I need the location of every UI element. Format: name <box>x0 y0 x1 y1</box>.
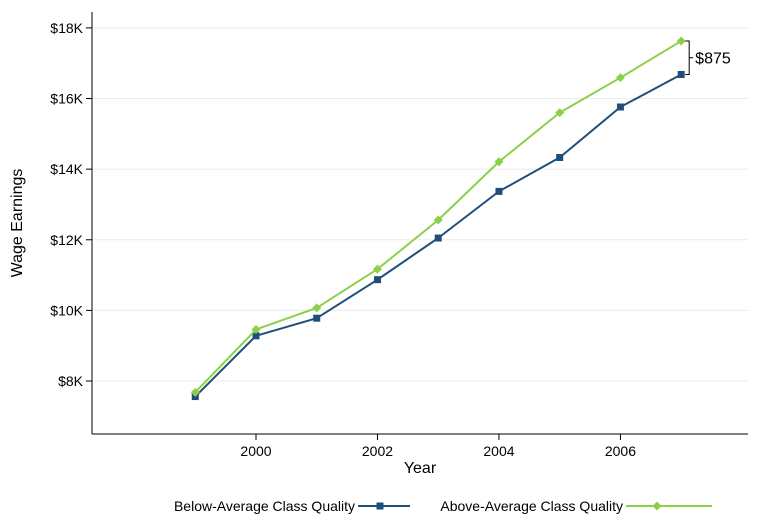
data-point-below-average <box>616 103 624 111</box>
x-axis-title: Year <box>404 460 437 477</box>
gridlines <box>92 27 748 382</box>
data-point-below-average <box>677 71 685 79</box>
y-axis-ticks: $8K $10K $12K $14K $16K $18K <box>50 20 92 389</box>
data-point-below-average <box>495 187 503 195</box>
data-point-below-average <box>373 276 381 284</box>
x-tick-label: 2000 <box>240 443 271 459</box>
annotation-bracket <box>685 40 690 76</box>
legend-marker-below-average <box>376 502 384 510</box>
data-point-below-average <box>252 332 260 340</box>
x-tick-label: 2002 <box>362 443 393 459</box>
x-tick-label: 2006 <box>605 443 636 459</box>
x-tick-label: 2004 <box>483 443 514 459</box>
data-point-below-average <box>434 234 442 242</box>
y-tick-label: $14K <box>50 161 83 177</box>
legend: Below-Average Class Quality Above-Average… <box>174 498 712 514</box>
plot-area <box>92 12 748 434</box>
axes <box>91 12 748 435</box>
x-axis-ticks: 2000 2002 2004 2006 <box>240 434 636 459</box>
data-point-above-average <box>433 215 443 225</box>
data-point-above-average <box>676 36 686 46</box>
legend-label-below-average: Below-Average Class Quality <box>174 498 355 514</box>
y-tick-label: $16K <box>50 91 83 107</box>
data-point-above-average <box>190 387 200 397</box>
data-point-above-average <box>372 264 382 274</box>
data-point-above-average <box>615 73 625 83</box>
data-point-above-average <box>555 108 565 118</box>
y-tick-label: $12K <box>50 232 83 248</box>
data-point-above-average <box>494 157 504 167</box>
annotation-label: $875 <box>695 51 731 68</box>
y-tick-label: $8K <box>58 373 84 389</box>
data-point-below-average <box>313 314 321 322</box>
legend-label-above-average: Above-Average Class Quality <box>440 498 623 514</box>
y-tick-label: $18K <box>50 20 83 36</box>
series-group <box>190 36 686 401</box>
y-tick-label: $10K <box>50 302 83 318</box>
gap-annotation: $875 <box>685 40 731 76</box>
data-point-above-average <box>312 303 322 313</box>
legend-marker-above-average <box>652 501 662 511</box>
y-axis-title: Wage Earnings <box>9 169 26 278</box>
data-point-above-average <box>251 324 261 334</box>
data-point-below-average <box>556 153 564 161</box>
